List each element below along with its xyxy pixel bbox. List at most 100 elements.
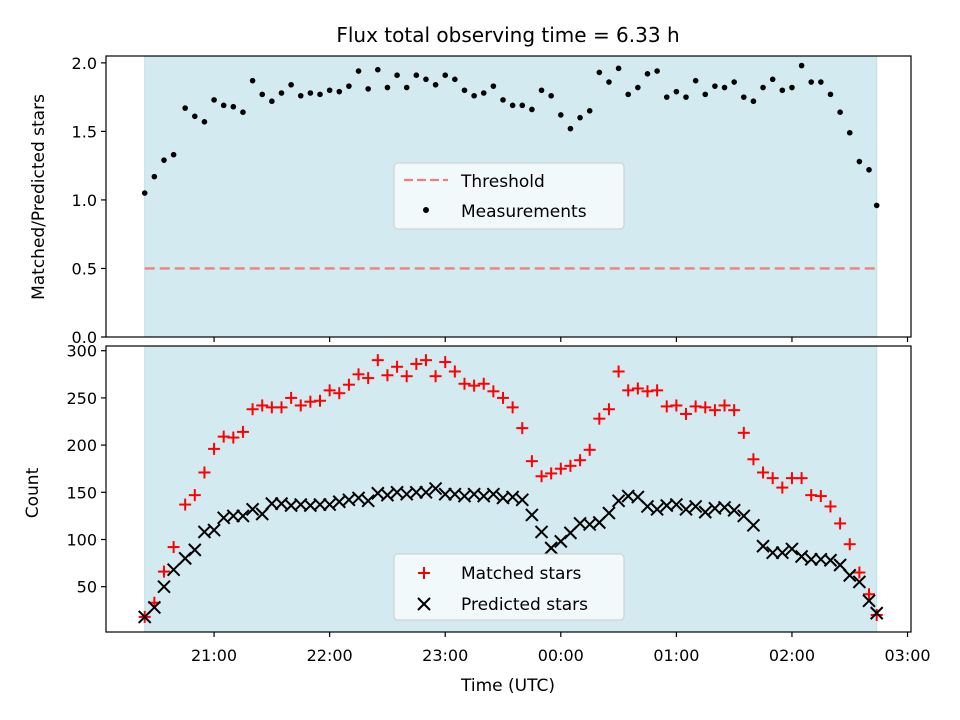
measurement-point [355, 68, 362, 74]
measurement-point [442, 72, 449, 78]
measurement-point [760, 84, 766, 91]
predicted-star-marker [438, 487, 452, 501]
count-y-ticks: 50 100 150 200 250 300 [66, 342, 106, 597]
matched-star-marker [506, 401, 519, 414]
matched-star-marker [208, 442, 221, 455]
x-tick-label: 01:00 [653, 646, 699, 665]
measurement-point [654, 68, 660, 74]
x-tick-label: 00:00 [538, 646, 584, 665]
measurement-point [615, 65, 622, 72]
measurement-point [471, 92, 477, 99]
measurement-point [480, 90, 487, 96]
measurement-point [789, 84, 795, 91]
matched-star-marker [824, 500, 837, 513]
matched-star-marker [622, 384, 635, 397]
predicted-star-marker [804, 552, 818, 567]
predicted-star-marker [669, 497, 684, 512]
matched-star-marker [545, 467, 558, 480]
predicted-star-marker [147, 600, 162, 615]
y-tick-label: 150 [66, 483, 97, 502]
y-tick-label: 1.0 [72, 191, 97, 210]
measurement-point [873, 202, 880, 209]
predicted-star-marker [534, 525, 549, 539]
y-tick-label: 50 [77, 578, 97, 597]
matched-star-marker [236, 425, 249, 438]
predicted-star-marker [544, 541, 558, 555]
figure-title: Flux total observing time = 6.33 h [336, 23, 679, 47]
matched-star-marker [795, 472, 808, 485]
measurement-point [317, 91, 323, 98]
predicted-star-marker [775, 546, 790, 560]
matched-star-marker [612, 365, 625, 378]
x-tick-label: 23:00 [422, 646, 468, 665]
predicted-star-marker [650, 502, 664, 517]
matched-star-marker [429, 370, 442, 383]
count-panel-frame [105, 345, 912, 633]
predicted-star-marker [756, 539, 770, 553]
measurement-point [211, 97, 217, 103]
y-tick-label: 0.0 [72, 328, 97, 347]
y-tick-label: 0.5 [72, 259, 97, 278]
predicted-star-marker [679, 502, 693, 517]
matched-star-marker [766, 472, 779, 485]
measurement-point [644, 71, 651, 77]
matched-star-marker [448, 365, 461, 378]
measurement-point [259, 91, 266, 98]
predicted-star-marker [611, 494, 626, 508]
measurement-point [596, 69, 603, 76]
ratio-panel: 0.00.51.01.52.0 Matched/Predicted stars … [29, 54, 912, 347]
measurement-point [606, 79, 612, 85]
matched-star-marker [718, 399, 731, 412]
matched-star-marker [757, 466, 770, 479]
predicted-star-marker [166, 562, 181, 577]
matched-star-marker [843, 538, 856, 551]
matched-star-marker [381, 369, 394, 382]
predicted-star-marker [515, 493, 529, 507]
matched-star-marker [246, 403, 259, 416]
measurement-point [808, 79, 815, 85]
matched-star-marker [458, 377, 471, 390]
y-tick-label: 2.0 [72, 54, 97, 73]
measurement-point [586, 108, 593, 114]
measurement-point [403, 84, 410, 91]
matched-star-marker [583, 443, 596, 456]
matched-star-marker [670, 399, 683, 412]
matched-star-marker [323, 384, 336, 397]
matched-star-marker [419, 354, 432, 367]
measurement-point [151, 173, 158, 180]
legend-matched-label: Matched stars [461, 564, 581, 584]
measurement-point [692, 77, 699, 84]
predicted-star-marker [727, 503, 741, 517]
predicted-star-marker [843, 568, 857, 583]
predicted-star-marker [236, 509, 250, 523]
ratio-panel-frame [105, 55, 912, 338]
predicted-star-marker [862, 594, 876, 608]
predicted-star-marker [380, 488, 395, 502]
measurement-point [856, 158, 863, 165]
measurement-point [721, 84, 728, 91]
ratio-legend: Threshold Measurements [393, 162, 625, 230]
matched-star-marker [362, 372, 375, 385]
measurement-point [452, 76, 458, 83]
measurement-point [663, 94, 670, 100]
predicted-star-marker [255, 507, 269, 521]
matched-star-marker [708, 404, 721, 417]
matched-star-marker [535, 470, 548, 483]
measurement-point [798, 62, 805, 69]
measurement-point [413, 72, 420, 78]
measurement-point [846, 129, 853, 136]
measurement-point [297, 92, 304, 99]
matched-star-marker [342, 378, 355, 391]
matched-stars-markers [138, 354, 883, 623]
predicted-star-marker [823, 553, 838, 567]
matched-star-marker [439, 356, 452, 369]
measurement-point [249, 77, 256, 84]
y-tick-label: 300 [66, 342, 97, 361]
matched-star-marker [314, 394, 327, 407]
matched-star-marker [853, 566, 866, 579]
matched-star-marker [285, 391, 298, 404]
predicted-star-marker [322, 497, 337, 512]
count-x-ticks: 21:00 22:00 23:00 00:00 01:00 02:00 03:00 [191, 632, 931, 665]
measurement-point [161, 157, 167, 163]
